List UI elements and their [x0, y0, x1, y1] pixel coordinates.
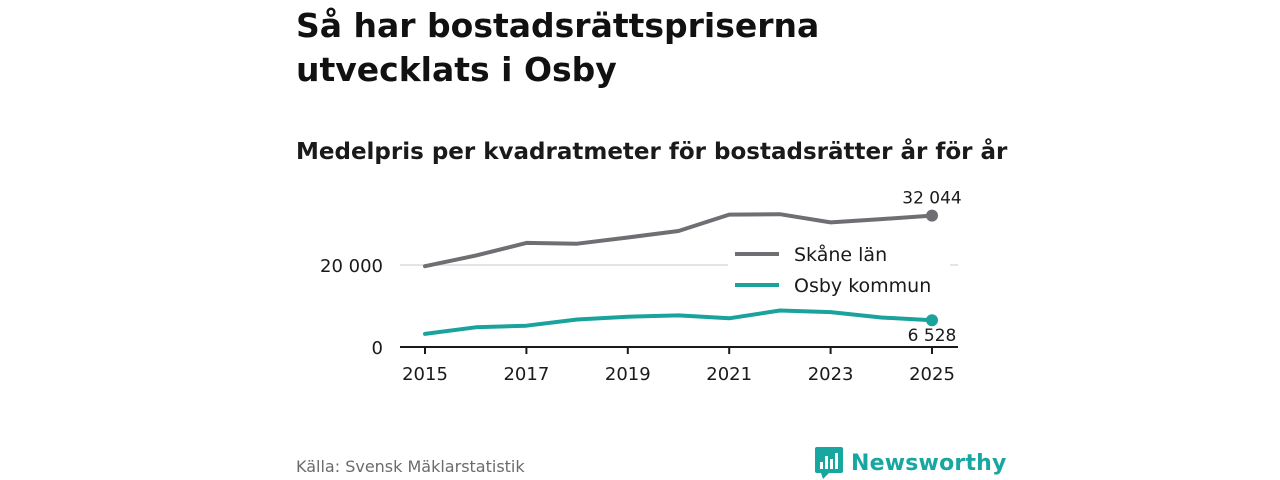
legend-label-1: Osby kommun	[794, 275, 931, 297]
chart-subtitle: Medelpris per kvadratmeter för bostadsrä…	[296, 139, 1008, 165]
x-tick-label: 2021	[706, 364, 752, 385]
x-tick-label: 2015	[402, 364, 448, 385]
y-tick-label: 20 000	[320, 256, 383, 277]
x-tick-label: 2025	[909, 364, 955, 385]
series-end-point-0	[926, 209, 938, 222]
x-tick-label: 2019	[605, 364, 651, 385]
series-line-0	[423, 212, 934, 269]
newsworthy-logo[interactable]: Newsworthy	[815, 446, 1007, 480]
x-tick-label: 2017	[503, 364, 549, 385]
series-end-label-0: 32 044	[902, 189, 961, 209]
newsworthy-logo-icon	[815, 447, 843, 479]
line-chart: 0 20 000 2015 2017 2019 2021 2023 2025 32 044 6 5…	[320, 189, 962, 385]
series-line-1	[423, 308, 934, 336]
y-tick-label: 0	[372, 338, 383, 359]
legend-label-0: Skåne län	[794, 243, 887, 266]
newsworthy-logo-text: Newsworthy	[851, 450, 1007, 476]
series-end-label-1: 6 528	[908, 326, 957, 346]
source-note: Källa: Svensk Mäklarstatistik	[296, 457, 525, 476]
series-end-point-1	[926, 314, 938, 327]
x-tick-label: 2023	[808, 364, 854, 385]
chart-title: Så har bostadsrättspriserna utvecklats i…	[296, 6, 820, 89]
